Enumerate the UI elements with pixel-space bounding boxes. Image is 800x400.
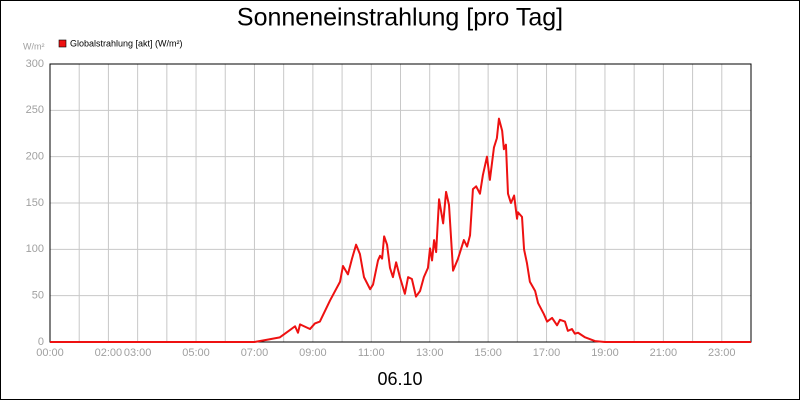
x-tick-label: 07:00 [241, 347, 269, 359]
legend-swatch [58, 39, 67, 48]
x-tick-label: 23:00 [708, 347, 736, 359]
x-tick-label: 17:00 [533, 347, 561, 359]
y-tick-label: 100 [26, 243, 44, 255]
x-tick-label: 11:00 [358, 347, 385, 359]
chart-title: Sonneneinstrahlung [pro Tag] [237, 4, 563, 32]
y-tick-label: 200 [26, 151, 44, 163]
x-label: 06.10 [377, 369, 422, 389]
x-tick-label: 02:00 [95, 347, 123, 359]
y-tick-label: 0 [38, 336, 44, 348]
legend: Globalstrahlung [akt] (W/m²) [58, 38, 183, 48]
x-tick-label: 00:00 [36, 347, 64, 359]
y-tick-label: 50 [32, 290, 44, 302]
y-tick-label: 150 [26, 197, 44, 209]
x-tick-label: 13:00 [416, 347, 444, 359]
y-tick-label: 300 [26, 58, 44, 70]
series-line [50, 117, 751, 343]
x-tick-label: 15:00 [474, 347, 502, 359]
y-unit: W/m² [23, 41, 45, 51]
x-tick-label: 09:00 [299, 347, 327, 359]
legend-label: Globalstrahlung [akt] (W/m²) [70, 38, 183, 48]
x-tick-label: 03:00 [124, 347, 152, 359]
plot-area [49, 63, 752, 343]
x-tick-label: 05:00 [182, 347, 210, 359]
x-tick-label: 21:00 [650, 347, 678, 359]
y-tick-label: 250 [26, 104, 44, 116]
x-tick-label: 19:00 [591, 347, 619, 359]
